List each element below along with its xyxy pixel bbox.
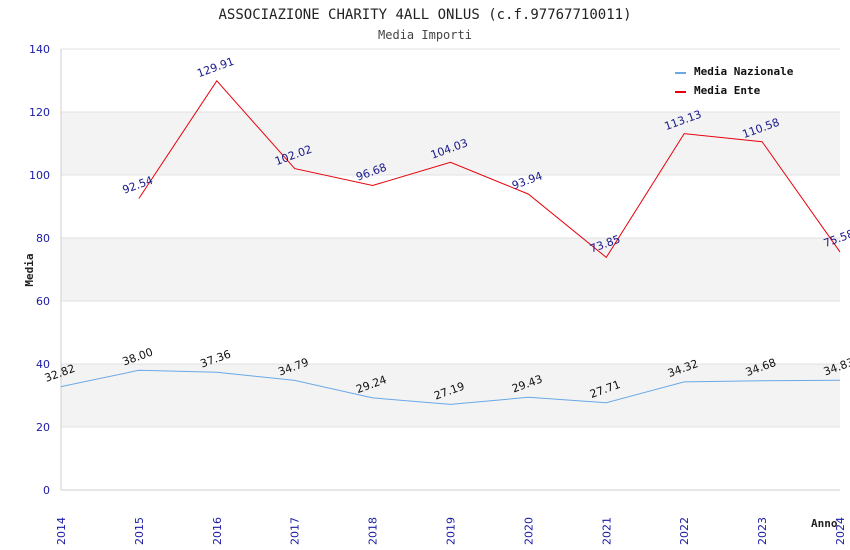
y-tick-label: 60: [36, 295, 50, 308]
x-tick-label: 2021: [600, 517, 613, 545]
grid-band: [61, 364, 840, 427]
y-tick-label: 80: [36, 232, 50, 245]
legend-label-media-ente: Media Ente: [694, 84, 761, 97]
chart-title: ASSOCIAZIONE CHARITY 4ALL ONLUS (c.f.977…: [218, 7, 631, 23]
x-tick-label: 2022: [678, 517, 691, 545]
legend: Media Nazionale Media Ente: [675, 65, 794, 97]
grid-band: [61, 112, 840, 175]
data-label: 129.91: [195, 55, 236, 80]
x-tick-label: 2024: [834, 517, 847, 545]
grid-band: [61, 238, 840, 301]
data-label: 92.54: [121, 174, 155, 197]
y-tick-label: 100: [29, 169, 50, 182]
x-axis-label: Anno: [811, 517, 838, 530]
x-tick-label: 2020: [522, 517, 535, 545]
y-tick-label: 140: [29, 43, 50, 56]
series-lines: [60, 79, 841, 405]
y-axis-label: Media: [23, 253, 36, 286]
series-line-media-nazionale: [60, 369, 841, 405]
y-axis-ticks: 0 20 40 60 80 100 120 140: [29, 43, 50, 497]
grid-lines: [61, 48, 840, 491]
legend-label-media-nazionale: Media Nazionale: [694, 65, 794, 78]
chart-subtitle: Media Importi: [378, 28, 472, 42]
x-tick-label: 2014: [55, 517, 68, 545]
x-tick-label: 2015: [133, 517, 146, 545]
y-tick-label: 0: [43, 484, 50, 497]
y-tick-label: 20: [36, 421, 50, 434]
series-line-media-ente: [138, 79, 841, 259]
x-tick-label: 2019: [445, 517, 458, 545]
x-axis-ticks: 2014 2015 2016 2017 2018 2019 2020 2021 2022 2023…: [55, 517, 847, 545]
axes: [60, 49, 840, 491]
x-tick-label: 2023: [756, 517, 769, 545]
x-tick-label: 2016: [211, 517, 224, 545]
x-tick-label: 2017: [289, 517, 302, 545]
x-tick-label: 2018: [367, 517, 380, 545]
y-tick-label: 120: [29, 106, 50, 119]
grid-bands: [61, 112, 840, 427]
y-tick-label: 40: [36, 358, 50, 371]
